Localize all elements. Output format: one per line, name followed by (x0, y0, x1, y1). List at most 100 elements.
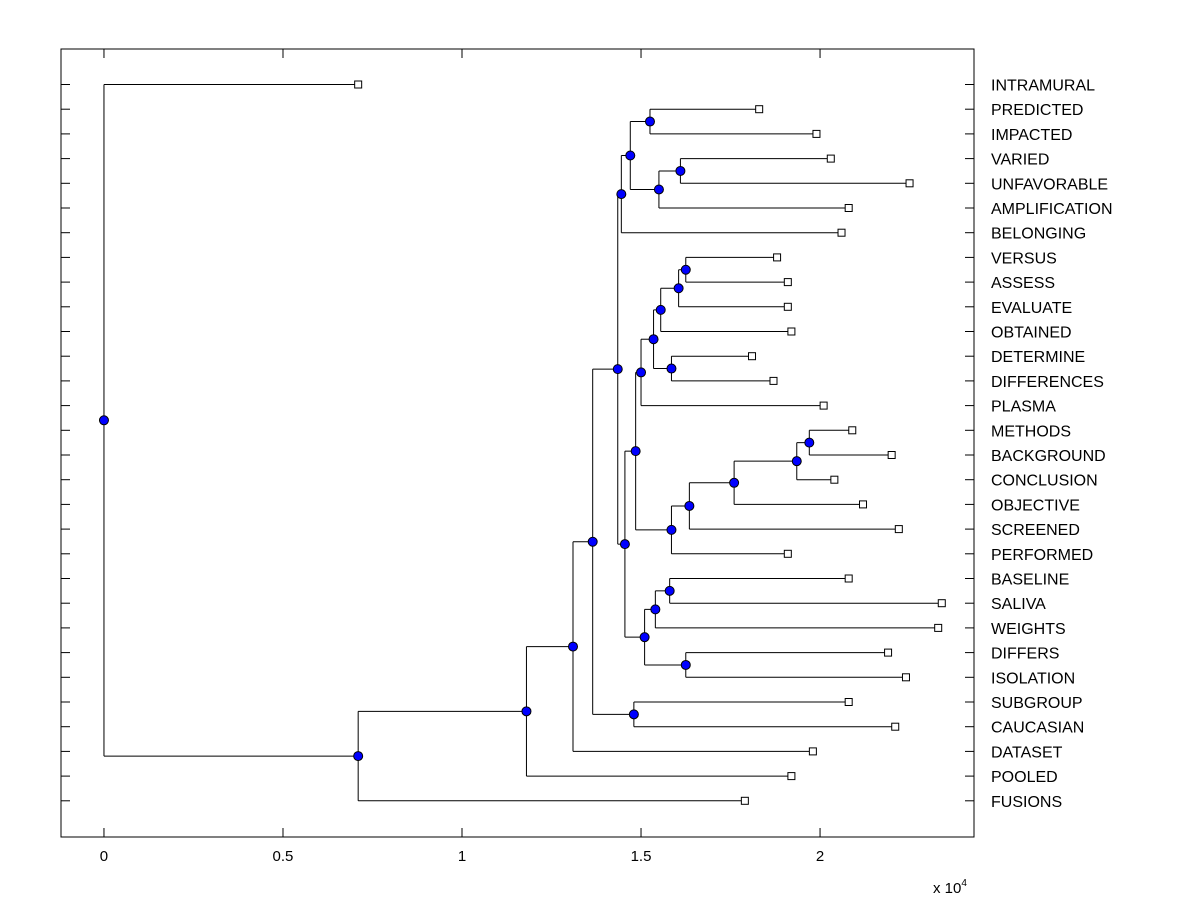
leaf-marker-background (887, 451, 896, 459)
x-tick-label: 1.5 (631, 848, 652, 865)
leaf-marker-screened (894, 525, 903, 534)
leaf-label-fusions: FUSIONS (991, 794, 1062, 811)
x-tick-label: 1 (458, 848, 466, 865)
x-tick-labels: 0 0.5 1 1.5 2 (100, 848, 824, 865)
node-marker-n3 (653, 184, 664, 195)
x-multiplier-base: x 10 (933, 880, 961, 897)
node-marker-n29 (98, 415, 109, 426)
leaf-marker-isolation (901, 673, 910, 682)
leaf-label-impacted: IMPACTED (991, 127, 1072, 144)
leaf-label-varied: VARIED (991, 152, 1049, 169)
node-marker-n8 (655, 304, 666, 315)
leaf-marker-caucasian (891, 722, 900, 731)
leaf-label-belonging: BELONGING (991, 226, 1086, 243)
leaf-marker-baseline (844, 574, 853, 583)
leaf-label-unfavorable: UNFAVORABLE (991, 176, 1108, 193)
leaf-label-objective: OBJECTIVE (991, 497, 1080, 514)
node-marker-n4 (625, 150, 636, 161)
node-marker-n15 (684, 500, 695, 511)
leaf-marker-conclusion (830, 475, 839, 484)
leaf-marker-amplification (844, 204, 853, 212)
leaf-label-intramural: INTRAMURAL (991, 78, 1095, 95)
node-marker-n18 (664, 585, 675, 596)
node-marker-n13 (791, 456, 802, 467)
leaf-marker-subgroup (844, 698, 853, 706)
leaf-label-amplification: AMPLIFICATION (991, 201, 1113, 218)
leaf-label-assess: ASSESS (991, 275, 1055, 292)
leaf-marker-saliva (937, 599, 946, 608)
leaf-marker-impacted (812, 129, 821, 138)
leaf-label-isolation: ISOLATION (991, 670, 1075, 687)
leaf-label-performed: PERFORMED (991, 547, 1093, 564)
dendrogram-links (103, 84, 942, 802)
leaf-marker-fusions (740, 796, 749, 805)
leaf-label-predicted: PREDICTED (991, 102, 1083, 119)
leaf-marker-performed (783, 549, 792, 558)
leaf-label-baseline: BASELINE (991, 572, 1069, 589)
node-marker-n2 (675, 165, 686, 176)
leaf-marker-obtained (787, 327, 796, 336)
x-tick-label: 2 (816, 848, 824, 865)
leaf-label-saliva: SALIVA (991, 596, 1046, 613)
leaf-marker-versus (773, 253, 782, 262)
leaf-marker-evaluate (783, 302, 792, 311)
leaf-label-caucasian: CAUCASIAN (991, 720, 1084, 737)
leaf-label-subgroup: SUBGROUP (991, 695, 1083, 712)
leaf-label-methods: METHODS (991, 423, 1071, 440)
x-tick-label: 0 (100, 848, 108, 865)
leaf-marker-varied (826, 154, 835, 163)
node-marker-n14 (729, 477, 740, 488)
node-marker-n20 (680, 659, 691, 670)
node-marker-n27 (521, 706, 532, 717)
leaf-marker-dataset (808, 747, 817, 756)
node-marker-n9 (666, 363, 677, 374)
node-marker-n5 (616, 189, 627, 200)
node-marker-n16 (666, 524, 677, 535)
axis-ticks (61, 49, 974, 837)
leaf-marker-pooled (787, 772, 796, 781)
leaf-label-weights: WEIGHTS (991, 621, 1066, 638)
leaf-label-screened: SCREENED (991, 522, 1080, 539)
leaf-label-determine: DETERMINE (991, 349, 1085, 366)
plot-frame (60, 48, 975, 838)
leaf-marker-intramural (354, 80, 363, 89)
node-marker-n24 (628, 709, 639, 720)
x-multiplier-label: x 104 (933, 878, 967, 897)
node-marker-n21 (639, 632, 650, 643)
node-marker-n11 (636, 367, 647, 378)
leaf-label-conclusion: CONCLUSION (991, 473, 1098, 490)
leaf-marker-differences (769, 376, 778, 385)
leaf-label-dataset: DATASET (991, 744, 1063, 761)
node-marker-n28 (353, 751, 364, 762)
leaf-marker-determine (748, 352, 757, 361)
node-marker-n10 (648, 334, 659, 345)
leaf-label-differs: DIFFERS (991, 646, 1059, 663)
node-marker-n1 (644, 116, 655, 127)
node-marker-n23 (612, 364, 623, 375)
leaf-label-obtained: OBTAINED (991, 325, 1072, 342)
leaf-label-background: BACKGROUND (991, 448, 1106, 465)
node-marker-n19 (650, 604, 661, 615)
node-marker-n22 (619, 539, 630, 550)
leaf-labels: INTRAMURAL PREDICTED IMPACTED VARIED UNFAVOR… (991, 78, 1113, 811)
node-marker-n12 (804, 437, 815, 448)
leaf-label-plasma: PLASMA (991, 399, 1056, 416)
leaf-marker-differs (884, 648, 893, 657)
leaf-marker-weights (934, 623, 943, 632)
node-marker-n25 (587, 536, 598, 547)
leaf-label-versus: VERSUS (991, 250, 1057, 267)
node-marker-n6 (680, 264, 691, 275)
leaf-marker-predicted (755, 105, 764, 114)
leaf-marker-plasma (819, 401, 828, 410)
leaf-marker-objective (859, 500, 868, 509)
leaf-marker-belonging (837, 228, 846, 237)
leaf-marker-assess (783, 278, 792, 287)
x-tick-label: 0.5 (273, 848, 294, 865)
leaf-label-evaluate: EVALUATE (991, 300, 1072, 317)
node-marker-n7 (673, 283, 684, 294)
leaf-marker-unfavorable (905, 179, 914, 188)
leaf-label-pooled: POOLED (991, 769, 1058, 786)
leaf-marker-methods (848, 426, 857, 435)
dendrogram-markers (98, 80, 946, 805)
